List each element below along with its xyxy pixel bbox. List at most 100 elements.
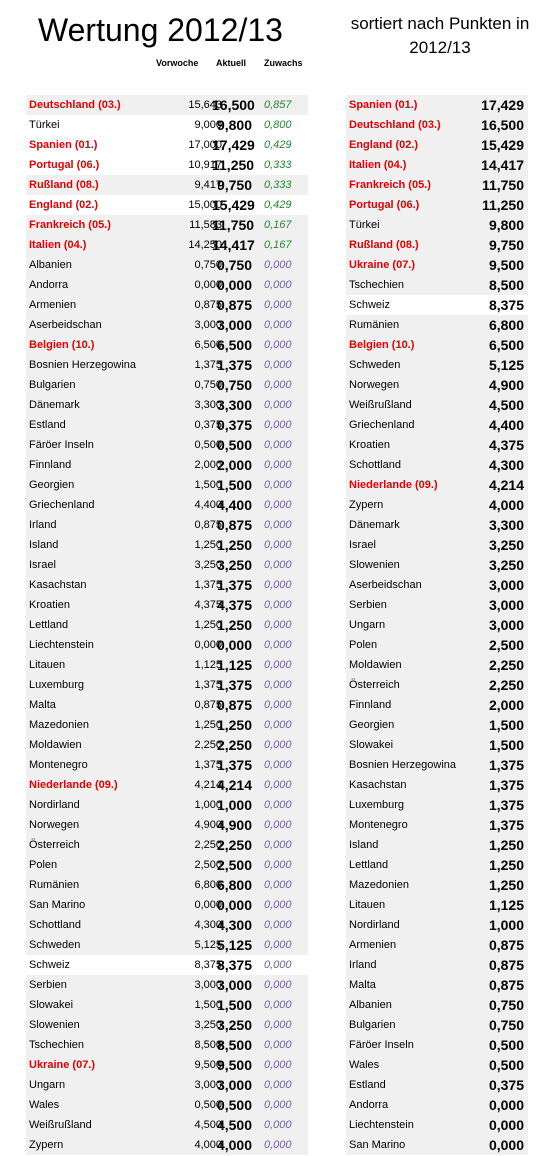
table-row: Färöer Inseln 0,500 0,500 0,000	[26, 435, 308, 455]
previous-week-value: 1,375	[194, 579, 222, 591]
ranking-row: Litauen 1,125	[346, 895, 528, 915]
country-name: Israel	[29, 559, 56, 571]
previous-week-value: 1,250	[194, 539, 222, 551]
points-value: 0,750	[488, 1017, 524, 1033]
points-value: 1,375	[488, 777, 524, 793]
country-name: Luxemburg	[29, 679, 85, 691]
gain-value: 0,000	[264, 879, 292, 891]
previous-week-value: 1,500	[194, 479, 222, 491]
country-name: Kasachstan	[349, 779, 407, 791]
country-name: Frankreich (05.)	[29, 219, 111, 231]
previous-week-value: 1,375	[194, 759, 222, 771]
points-value: 2,500	[488, 637, 524, 653]
current-value: 4,500	[216, 1117, 252, 1133]
table-row: Montenegro 1,375 1,375 0,000	[26, 755, 308, 775]
country-name: Albanien	[349, 999, 392, 1011]
ranking-row: Türkei 9,800	[346, 215, 528, 235]
gain-value: 0,000	[264, 699, 292, 711]
country-name: Rumänien	[349, 319, 400, 331]
gain-value: 0,333	[264, 179, 292, 191]
gain-value: 0,000	[264, 899, 292, 911]
country-name: Griechenland	[349, 419, 415, 431]
gain-value: 0,000	[264, 679, 292, 691]
country-name: Mazedonien	[29, 719, 89, 731]
country-name: England (02.)	[349, 139, 419, 151]
ranking-row: Tschechien 8,500	[346, 275, 528, 295]
gain-value: 0,000	[264, 519, 292, 531]
points-value: 3,250	[488, 557, 524, 573]
points-value: 8,375	[488, 297, 524, 313]
country-name: Türkei	[29, 119, 60, 131]
country-name: Portugal (06.)	[349, 199, 420, 211]
previous-week-value: 8,375	[194, 959, 222, 971]
ranking-row: Niederlande (09.) 4,214	[346, 475, 528, 495]
gain-value: 0,000	[264, 979, 292, 991]
country-name: Estland	[349, 1079, 386, 1091]
points-value: 16,500	[481, 117, 524, 133]
table-row: Ukraine (07.) 9,500 9,500 0,000	[26, 1055, 308, 1075]
current-value: 0,500	[216, 1097, 252, 1113]
gain-value: 0,000	[264, 939, 292, 951]
ranking-row: Belgien (10.) 6,500	[346, 335, 528, 355]
ranking-row: Estland 0,375	[346, 1075, 528, 1095]
current-value: 5,125	[216, 937, 252, 953]
country-name: Nordirland	[349, 919, 400, 931]
ranking-row: Bulgarien 0,750	[346, 1015, 528, 1035]
country-name: Serbien	[349, 599, 387, 611]
country-name: Aserbeidschan	[29, 319, 102, 331]
table-row: Deutschland (03.) 15,643 16,500 0,857	[26, 95, 308, 115]
current-value: 1,250	[216, 617, 252, 633]
ranking-row: Ungarn 3,000	[346, 615, 528, 635]
points-value: 9,750	[488, 237, 524, 253]
table-row: Slowenien 3,250 3,250 0,000	[26, 1015, 308, 1035]
gain-value: 0,000	[264, 859, 292, 871]
country-name: Albanien	[29, 259, 72, 271]
country-name: Island	[349, 839, 379, 851]
previous-week-value: 15,000	[188, 199, 222, 211]
previous-week-value: 0,500	[194, 439, 222, 451]
current-value: 8,500	[216, 1037, 252, 1053]
country-name: Griechenland	[29, 499, 95, 511]
table-row: Moldawien 2,250 2,250 0,000	[26, 735, 308, 755]
ranking-row: England (02.) 15,429	[346, 135, 528, 155]
table-row: Mazedonien 1,250 1,250 0,000	[26, 715, 308, 735]
country-name: Malta	[29, 699, 56, 711]
current-value: 3,300	[216, 397, 252, 413]
table-row: Niederlande (09.) 4,214 4,214 0,000	[26, 775, 308, 795]
table-row: Kasachstan 1,375 1,375 0,000	[26, 575, 308, 595]
table-row: Serbien 3,000 3,000 0,000	[26, 975, 308, 995]
country-name: Liechtenstein	[349, 1119, 414, 1131]
points-value: 0,500	[488, 1057, 524, 1073]
current-value: 0,750	[216, 257, 252, 273]
points-value: 0,875	[488, 977, 524, 993]
table-row: Türkei 9,000 9,800 0,800	[26, 115, 308, 135]
gain-value: 0,000	[264, 539, 292, 551]
ranking-row: Norwegen 4,900	[346, 375, 528, 395]
table-row: England (02.) 15,000 15,429 0,429	[26, 195, 308, 215]
ranking-row: San Marino 0,000	[346, 1135, 528, 1155]
ranking-row: Ukraine (07.) 9,500	[346, 255, 528, 275]
ranking-row: Liechtenstein 0,000	[346, 1115, 528, 1135]
current-value: 0,375	[216, 417, 252, 433]
country-name: Ungarn	[29, 1079, 66, 1091]
previous-week-value: 1,375	[194, 679, 222, 691]
ranking-row: Rußland (08.) 9,750	[346, 235, 528, 255]
table-row: Georgien 1,500 1,500 0,000	[26, 475, 308, 495]
country-name: Bulgarien	[349, 1019, 396, 1031]
previous-week-value: 0,750	[194, 259, 222, 271]
table-row: Weißrußland 4,500 4,500 0,000	[26, 1115, 308, 1135]
table-row: Schottland 4,300 4,300 0,000	[26, 915, 308, 935]
country-name: Dänemark	[29, 399, 80, 411]
current-value: 0,000	[216, 277, 252, 293]
ranking-row: Mazedonien 1,250	[346, 875, 528, 895]
country-name: Österreich	[349, 679, 400, 691]
previous-week-value: 0,375	[194, 419, 222, 431]
gain-value: 0,000	[264, 559, 292, 571]
country-name: Österreich	[29, 839, 80, 851]
current-value: 9,750	[216, 177, 252, 193]
gain-value: 0,000	[264, 779, 292, 791]
gain-value: 0,000	[264, 579, 292, 591]
gain-value: 0,000	[264, 599, 292, 611]
country-name: Niederlande (09.)	[29, 779, 118, 791]
previous-week-value: 1,000	[194, 799, 222, 811]
